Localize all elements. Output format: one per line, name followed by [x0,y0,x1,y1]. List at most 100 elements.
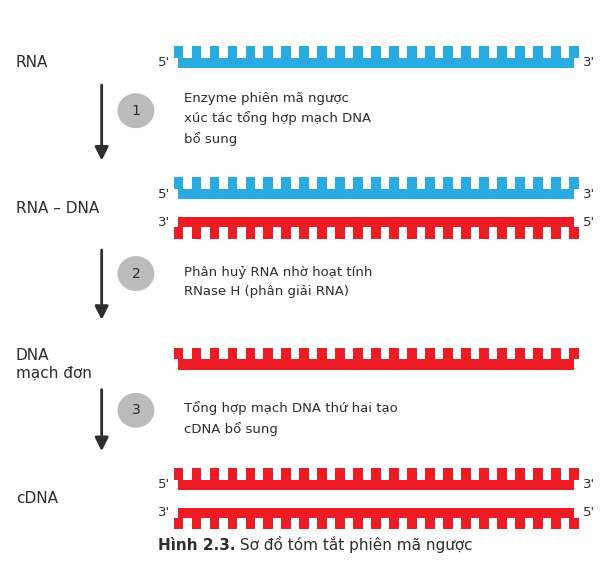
Bar [479,227,489,239]
Bar [408,348,417,359]
Bar [178,359,574,370]
Bar [371,227,381,239]
Text: 2: 2 [132,266,140,281]
Text: cDNA: cDNA [16,491,58,506]
Text: 5': 5' [583,215,595,229]
Bar [462,518,471,530]
Bar [178,58,574,68]
Bar [408,518,417,530]
Bar [371,46,381,58]
Bar [551,468,561,480]
Bar [389,177,399,189]
Bar [426,46,435,58]
Bar [569,46,579,58]
Bar [479,348,489,359]
Bar [515,468,526,480]
Bar [444,46,453,58]
Circle shape [118,94,154,128]
Bar [389,518,399,530]
Bar [515,348,526,359]
Bar [462,46,471,58]
Text: 3: 3 [132,403,140,417]
Bar [209,518,219,530]
Bar [479,518,489,530]
Bar [191,468,202,480]
Bar [264,468,273,480]
Text: Tổng hợp mạch DNA thứ hai tạo
cDNA bổ sung: Tổng hợp mạch DNA thứ hai tạo cDNA bổ su… [184,401,398,436]
Bar [317,177,327,189]
Bar [178,507,574,518]
Bar [282,518,291,530]
Bar [426,518,435,530]
Bar [497,348,507,359]
Bar [551,227,561,239]
Bar [444,177,453,189]
Bar [282,227,291,239]
Bar [246,518,255,530]
Bar [246,468,255,480]
Bar [569,468,579,480]
Bar [371,518,381,530]
Bar [551,518,561,530]
Bar [264,46,273,58]
Bar [299,348,309,359]
Bar [371,348,381,359]
Bar [228,518,237,530]
Bar [246,46,255,58]
Bar [335,468,346,480]
Bar [299,227,309,239]
Text: 5': 5' [158,188,170,201]
Bar [209,177,219,189]
Bar [209,468,219,480]
Bar [335,348,346,359]
Circle shape [118,257,154,290]
Bar [353,348,364,359]
Bar [533,348,544,359]
Text: 3': 3' [158,215,170,229]
Bar [317,348,327,359]
Bar [228,348,237,359]
Bar [178,217,574,227]
Bar [228,177,237,189]
Bar [264,227,273,239]
Bar [462,177,471,189]
Bar [497,518,507,530]
Text: RNA – DNA: RNA – DNA [16,201,99,215]
Text: RNA: RNA [16,56,48,70]
Bar [533,518,544,530]
Bar [353,46,364,58]
Text: 3': 3' [583,188,595,201]
Bar [389,46,399,58]
Bar [569,518,579,530]
Bar [228,468,237,480]
Bar [246,177,255,189]
Bar [515,177,526,189]
Bar [191,177,202,189]
Text: 5': 5' [158,478,170,491]
Bar [335,46,346,58]
Bar [246,227,255,239]
Bar [389,468,399,480]
Bar [178,189,574,199]
Bar [228,227,237,239]
Bar [408,177,417,189]
Bar [317,518,327,530]
Bar [462,227,471,239]
Bar [173,468,184,480]
Bar [353,177,364,189]
Text: 5': 5' [583,506,595,519]
Bar [282,46,291,58]
Bar [191,518,202,530]
Bar [299,468,309,480]
Bar [173,46,184,58]
Bar [282,348,291,359]
Bar [426,227,435,239]
Text: 3': 3' [583,56,595,69]
Bar [353,518,364,530]
Text: 3': 3' [158,506,170,519]
Text: DNA
mạch đơn: DNA mạch đơn [16,348,92,380]
Bar [173,227,184,239]
Bar [173,518,184,530]
Bar [209,227,219,239]
Bar [533,177,544,189]
